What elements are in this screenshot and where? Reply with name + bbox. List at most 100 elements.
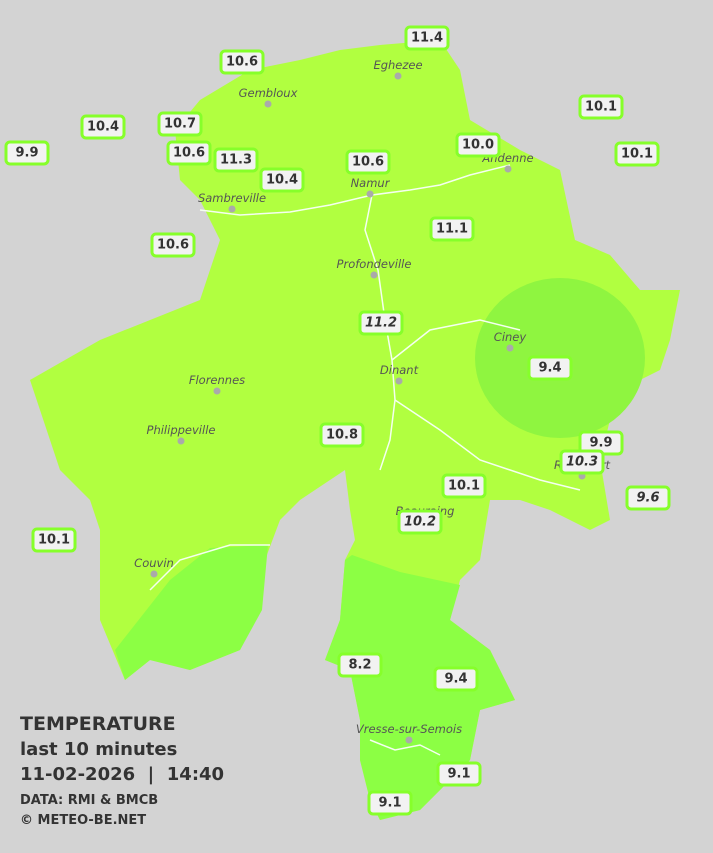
city-dot (150, 570, 158, 578)
station-box (404, 25, 450, 51)
station-value: 8.2 (348, 658, 371, 673)
station-value: 10.6 (157, 238, 189, 253)
station-box (397, 509, 443, 535)
stations: 10.6 11.4 10.1 10.4 10.7 9.9 10.6 11.3 10.4 10.6 1… (4, 25, 671, 816)
station-value: 10.1 (621, 147, 653, 162)
city-dot (506, 344, 514, 352)
station: 10.4 (80, 114, 126, 140)
station-box (166, 140, 212, 166)
station-box (429, 216, 475, 242)
station-value: 9.1 (378, 796, 401, 811)
station-value: 10.3 (566, 455, 598, 470)
city-label: Dinant (380, 363, 419, 377)
station-value: 9.4 (538, 361, 561, 376)
city-dot (405, 736, 413, 744)
station-box (578, 94, 624, 120)
station: 10.6 (219, 49, 265, 75)
city-label: Ciney (494, 330, 527, 344)
station-value: 11.3 (220, 153, 252, 168)
station: 9.1 (436, 761, 482, 787)
station: 10.6 (345, 149, 391, 175)
legend-subtitle: last 10 minutes (20, 739, 177, 760)
station-value: 10.4 (87, 120, 119, 135)
city-dot (213, 387, 221, 395)
city-label: Vresse-sur-Semois (356, 722, 462, 736)
legend-source: DATA: RMI & BMCB (20, 793, 158, 808)
city-label: Profondeville (337, 257, 412, 271)
station-value: 10.1 (448, 479, 480, 494)
station: 10.0 (455, 132, 501, 158)
station-value: 9.9 (589, 436, 612, 451)
station-box (358, 310, 404, 336)
city-dot (504, 165, 512, 173)
station: 11.1 (429, 216, 475, 242)
station-box (259, 167, 305, 193)
station-value: 10.8 (326, 428, 358, 443)
station: 10.3 (559, 449, 605, 475)
station-value: 10.2 (404, 515, 436, 530)
station-value: 10.1 (585, 100, 617, 115)
station: 10.7 (157, 111, 203, 137)
city-dot (370, 271, 378, 279)
station-box (345, 149, 391, 175)
station: 10.1 (614, 141, 660, 167)
station-value: 10.6 (352, 155, 384, 170)
station-box (150, 232, 196, 258)
station-box (455, 132, 501, 158)
station: 11.2 (358, 310, 404, 336)
station-value: 9.9 (15, 146, 38, 161)
city-dot (366, 190, 374, 198)
station-value: 9.4 (444, 672, 467, 687)
station-box (614, 141, 660, 167)
station-box (441, 473, 487, 499)
city-label: Florennes (189, 373, 245, 387)
legend-title: TEMPERATURE (20, 713, 176, 735)
city-dot (228, 205, 236, 213)
station: 10.8 (319, 422, 365, 448)
station-value: 10.6 (226, 55, 258, 70)
station: 10.6 (150, 232, 196, 258)
city-label: Gembloux (239, 86, 298, 100)
station-box (433, 666, 479, 692)
station-value: 10.0 (462, 138, 494, 153)
station-box (213, 147, 259, 173)
station-value: 10.7 (164, 117, 196, 132)
city-dot (177, 437, 185, 445)
city-label: Eghezee (373, 58, 422, 72)
station-value: 9.1 (447, 767, 470, 782)
city-label: Namur (351, 176, 391, 190)
city-label: Philippeville (147, 423, 216, 437)
city-dot (394, 72, 402, 80)
station-value: 11.1 (436, 222, 468, 237)
city-dot (395, 377, 403, 385)
station-value: 10.6 (173, 146, 205, 161)
city-label: Couvin (134, 556, 174, 570)
station-box (436, 761, 482, 787)
station-value: 11.4 (411, 31, 443, 46)
station: 10.4 (259, 167, 305, 193)
station: 9.1 (367, 790, 413, 816)
station: 10.1 (441, 473, 487, 499)
station-box (367, 790, 413, 816)
cool-zone-south (325, 555, 515, 820)
station: 9.6 (625, 485, 671, 511)
station: 11.4 (404, 25, 450, 51)
station: 10.6 (166, 140, 212, 166)
city-label: Sambreville (198, 191, 266, 205)
station-value: 10.4 (266, 173, 298, 188)
station-box (319, 422, 365, 448)
station: 10.2 (397, 509, 443, 535)
station-box (527, 355, 573, 381)
station-box (337, 652, 383, 678)
legend-credit: © METEO-BE.NET (20, 813, 146, 828)
station-box (80, 114, 126, 140)
station-box (31, 527, 77, 553)
station-value: 9.6 (636, 491, 659, 506)
station: 9.9 (4, 140, 50, 166)
station-box (625, 485, 671, 511)
station: 11.3 (213, 147, 259, 173)
station-box (4, 140, 50, 166)
legend-timestamp: 11-02-2026 | 14:40 (20, 764, 224, 785)
station: 10.1 (578, 94, 624, 120)
